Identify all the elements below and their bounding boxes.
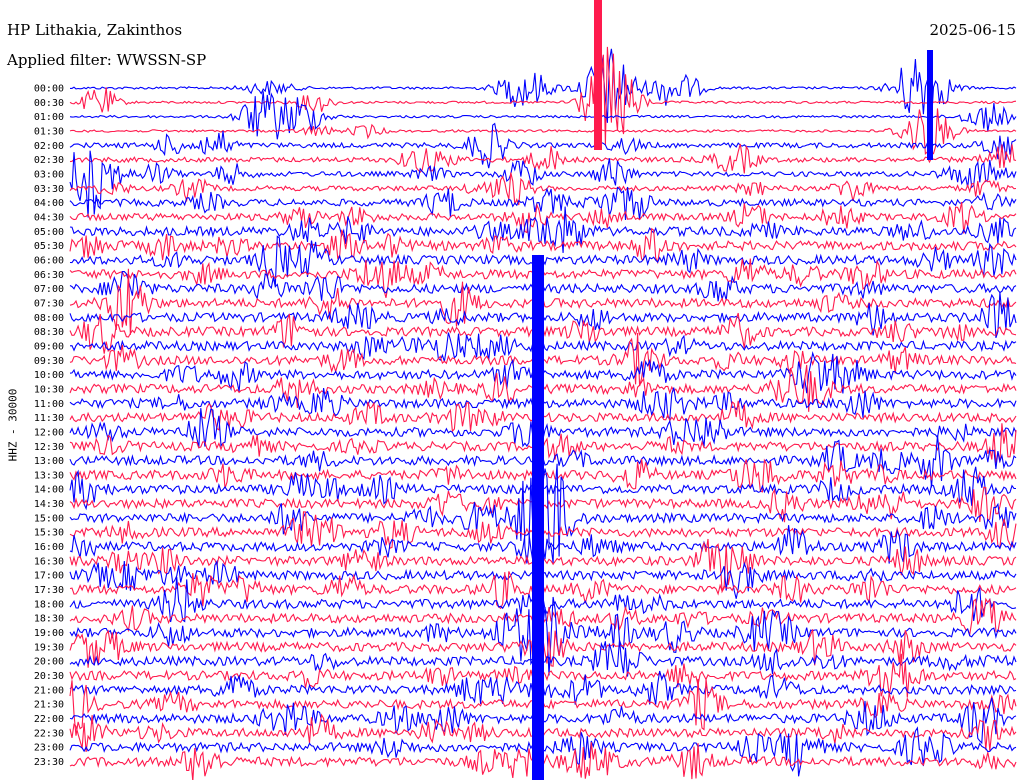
row-label-1030: 10:30 [34, 384, 64, 395]
row-label-0600: 06:00 [34, 255, 64, 266]
event-signal-red [594, 0, 602, 150]
row-label-0500: 05:00 [34, 227, 64, 238]
row-label-1130: 11:30 [34, 413, 64, 424]
row-label-0530: 05:30 [34, 241, 64, 252]
row-label-0800: 08:00 [34, 313, 64, 324]
event-signal-blue [927, 50, 933, 160]
row-label-0730: 07:30 [34, 298, 64, 309]
trace-0500 [69, 206, 1017, 253]
date-label: 2025-06-15 [929, 21, 1016, 39]
row-label-2200: 22:00 [34, 714, 64, 725]
row-time-labels: 00:00 00:30 01:00 01:30 02:00 02:30 03:00 03:30… [34, 84, 64, 769]
channel-label: HHZ - 30000 [6, 388, 20, 462]
row-label-2300: 23:00 [34, 743, 64, 754]
row-label-0300: 03:00 [34, 169, 64, 180]
row-label-1400: 14:00 [34, 485, 64, 496]
trace-0400 [69, 186, 1017, 221]
row-label-1500: 15:00 [34, 513, 64, 524]
row-label-2030: 20:30 [34, 671, 64, 682]
row-label-2130: 21:30 [34, 700, 64, 711]
row-label-2000: 20:00 [34, 657, 64, 668]
trace-0130 [69, 108, 1017, 156]
row-label-1700: 17:00 [34, 571, 64, 582]
row-label-0630: 06:30 [34, 270, 64, 281]
row-label-2230: 22:30 [34, 728, 64, 739]
row-label-1430: 14:30 [34, 499, 64, 510]
row-label-1730: 17:30 [34, 585, 64, 596]
trace-0030 [69, 46, 1017, 145]
filter-label: Applied filter: WWSSN-SP [7, 51, 207, 69]
row-label-2330: 23:30 [34, 757, 64, 768]
row-label-0000: 00:00 [34, 84, 64, 95]
row-label-0900: 09:00 [34, 341, 64, 352]
row-label-0130: 01:30 [34, 126, 64, 137]
row-label-1630: 16:30 [34, 556, 64, 567]
large-event-signal [532, 255, 544, 780]
station-title: HP Lithakia, Zakinthos [7, 21, 183, 39]
row-label-0430: 04:30 [34, 212, 64, 223]
row-label-1230: 12:30 [34, 442, 64, 453]
row-label-0930: 09:30 [34, 356, 64, 367]
row-label-0700: 07:00 [34, 284, 64, 295]
trace-0000 [70, 48, 1017, 123]
row-label-1000: 10:00 [34, 370, 64, 381]
trace-0200 [69, 122, 1017, 169]
row-label-0400: 04:00 [34, 198, 64, 209]
row-label-0100: 01:00 [34, 112, 64, 123]
row-label-1600: 16:00 [34, 542, 64, 553]
row-label-1800: 18:00 [34, 599, 64, 610]
row-label-1330: 13:30 [34, 470, 64, 481]
trace-0330 [69, 172, 1017, 206]
row-label-1300: 13:00 [34, 456, 64, 467]
row-label-1100: 11:00 [34, 399, 64, 410]
trace-0100 [69, 91, 1017, 140]
row-label-0330: 03:30 [34, 184, 64, 195]
row-label-1900: 19:00 [34, 628, 64, 639]
row-label-1200: 12:00 [34, 427, 64, 438]
row-label-0230: 02:30 [34, 155, 64, 166]
row-label-1930: 19:30 [34, 642, 64, 653]
trace-0300 [69, 150, 1017, 218]
row-label-0830: 08:30 [34, 327, 64, 338]
row-label-1830: 18:30 [34, 614, 64, 625]
row-label-0030: 00:30 [34, 98, 64, 109]
row-label-1530: 15:30 [34, 528, 64, 539]
helicorder-traces [69, 0, 1017, 780]
trace-0230 [69, 143, 1017, 174]
row-label-0200: 02:00 [34, 141, 64, 152]
trace-0530 [69, 227, 1017, 265]
row-label-2100: 21:00 [34, 685, 64, 696]
